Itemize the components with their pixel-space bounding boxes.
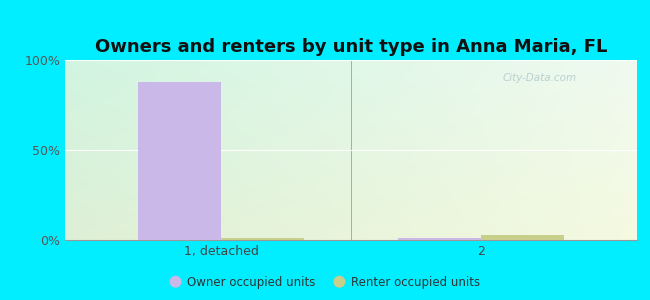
Text: City-Data.com: City-Data.com [502,73,577,83]
Bar [481,235,564,240]
Bar [138,82,221,240]
Bar [221,238,304,240]
Legend: Owner occupied units, Renter occupied units: Owner occupied units, Renter occupied un… [165,272,485,294]
Bar [398,238,481,240]
Title: Owners and renters by unit type in Anna Maria, FL: Owners and renters by unit type in Anna … [95,38,607,56]
